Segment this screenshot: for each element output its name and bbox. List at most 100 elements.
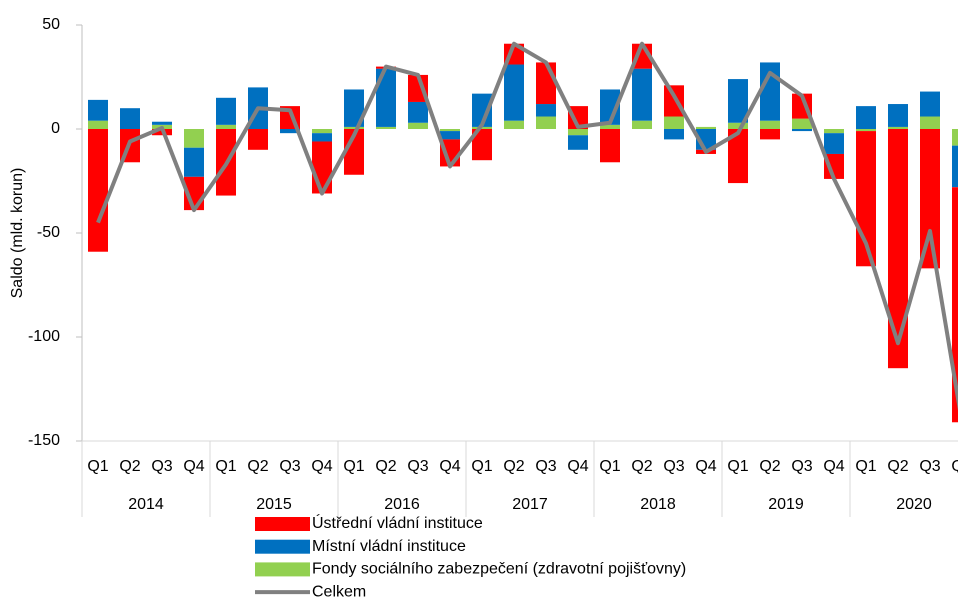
x-tick-label: Q3 <box>151 458 172 475</box>
bar <box>216 124 236 129</box>
bar <box>280 129 300 134</box>
x-tick-label: Q3 <box>919 458 940 475</box>
x-tick-label: Q4 <box>567 458 588 475</box>
bar <box>184 129 204 148</box>
bar <box>632 68 652 121</box>
y-tick-label: -50 <box>37 224 60 241</box>
bar <box>184 147 204 177</box>
bar <box>664 116 684 129</box>
bar <box>888 126 908 129</box>
bar <box>824 153 844 179</box>
bar <box>472 129 492 161</box>
bar <box>88 99 108 121</box>
bar <box>248 129 268 150</box>
x-tick-label: Q1 <box>215 458 236 475</box>
bar <box>216 97 236 125</box>
bar <box>88 120 108 129</box>
legend-swatch <box>255 562 310 577</box>
bar <box>408 101 428 123</box>
year-label: 2017 <box>512 496 548 513</box>
bar <box>344 126 364 129</box>
bar <box>952 145 958 188</box>
y-tick-label: -100 <box>28 328 60 345</box>
bar <box>312 129 332 134</box>
bar <box>792 118 812 129</box>
bar <box>344 89 364 127</box>
bar <box>600 124 620 129</box>
bar <box>568 106 588 129</box>
bar <box>920 129 940 269</box>
bar <box>376 126 396 129</box>
bar <box>760 129 780 140</box>
x-tick-label: Q3 <box>279 458 300 475</box>
legend-swatch <box>255 517 310 531</box>
bar <box>536 62 556 105</box>
bar <box>792 129 812 132</box>
x-tick-label: Q3 <box>535 458 556 475</box>
year-label: 2015 <box>256 496 292 513</box>
legend-label: Místní vládní instituce <box>312 538 466 555</box>
bar <box>664 129 684 140</box>
bar <box>824 133 844 154</box>
year-label: 2016 <box>384 496 420 513</box>
bar <box>664 85 684 117</box>
x-tick-label: Q1 <box>727 458 748 475</box>
x-tick-label: Q1 <box>471 458 492 475</box>
x-tick-label: Q3 <box>663 458 684 475</box>
bar <box>856 129 876 132</box>
bar <box>408 122 428 129</box>
bar <box>504 120 524 129</box>
x-tick-label: Q4 <box>439 458 460 475</box>
bar <box>856 106 876 129</box>
x-tick-label: Q1 <box>855 458 876 475</box>
line <box>96 41 958 411</box>
bar <box>504 64 524 121</box>
x-tick-label: Q2 <box>503 458 524 475</box>
bar <box>952 187 958 423</box>
year-label: 2019 <box>768 496 804 513</box>
bar <box>760 120 780 129</box>
bar <box>632 120 652 129</box>
legend-label: Fondy sociálního zabezpečení (zdravotní … <box>312 561 686 578</box>
x-tick-label: Q4 <box>695 458 716 475</box>
bar <box>952 129 958 146</box>
bar <box>920 91 940 117</box>
legend-label: Celkem <box>312 583 366 600</box>
bar <box>824 129 844 134</box>
x-tick-label: Q4 <box>183 458 204 475</box>
y-tick-label: 50 <box>42 16 60 33</box>
bar <box>888 129 908 369</box>
year-label: 2014 <box>128 496 164 513</box>
bar <box>920 116 940 129</box>
bar <box>536 104 556 117</box>
y-tick-label: -150 <box>28 432 60 449</box>
bar <box>152 121 172 125</box>
bar <box>600 89 620 125</box>
legend-label: Ústřední vládní instituce <box>312 513 483 532</box>
y-axis-label: Saldo (mld. korun) <box>9 168 26 299</box>
bar <box>728 79 748 123</box>
bar <box>88 129 108 252</box>
year-label: 2020 <box>896 496 932 513</box>
year-label: 2018 <box>640 496 676 513</box>
x-tick-label: Q4 <box>951 458 958 475</box>
bar <box>888 104 908 127</box>
bar <box>312 141 332 194</box>
bar <box>376 68 396 127</box>
bar <box>600 129 620 163</box>
x-tick-label: Q4 <box>823 458 844 475</box>
bar <box>696 126 716 129</box>
y-tick-label: 0 <box>51 120 60 137</box>
x-tick-label: Q3 <box>791 458 812 475</box>
bar <box>728 122 748 129</box>
x-tick-label: Q1 <box>343 458 364 475</box>
bar <box>568 135 588 150</box>
bar <box>120 108 140 129</box>
bar <box>536 116 556 129</box>
x-tick-label: Q2 <box>631 458 652 475</box>
bar <box>440 131 460 140</box>
x-tick-label: Q2 <box>759 458 780 475</box>
bar <box>440 129 460 132</box>
x-tick-label: Q2 <box>375 458 396 475</box>
legend-swatch <box>255 539 310 554</box>
